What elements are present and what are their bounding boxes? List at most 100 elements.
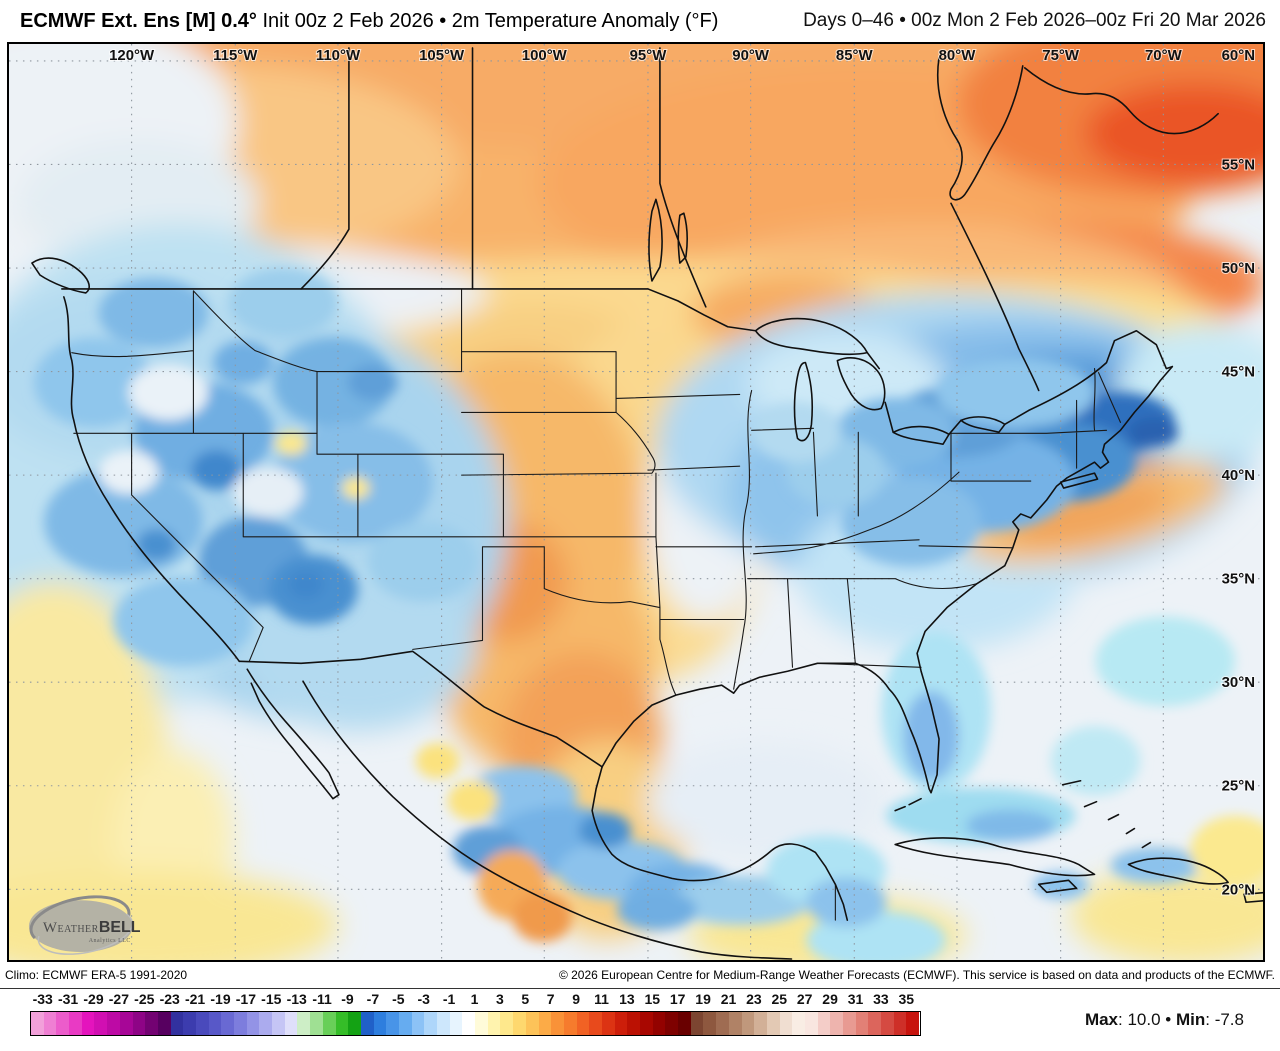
colorbar-cell <box>538 1012 552 1035</box>
lon-label: 120°W <box>109 47 155 64</box>
colorbar-cell <box>94 1012 108 1035</box>
colorbar-cell <box>754 1012 767 1035</box>
colorbar-cell <box>107 1012 120 1035</box>
colorbar-tick-label: 13 <box>619 991 635 1007</box>
max-value: : 10.0 <box>1118 1010 1161 1029</box>
min-value: : -7.8 <box>1205 1010 1244 1029</box>
colorbar-cell <box>690 1012 704 1035</box>
lon-label: 105°W <box>419 47 465 64</box>
lat-label: 50°N <box>1222 260 1255 277</box>
colorbar-cell <box>208 1012 222 1035</box>
colorbar-cell <box>525 1012 539 1035</box>
colorbar-cell <box>716 1012 729 1035</box>
lat-label: 25°N <box>1222 778 1255 795</box>
colorbar-tick-label: 21 <box>720 991 737 1007</box>
anomaly-field <box>9 44 1263 960</box>
lon-label: 115°W <box>213 47 258 64</box>
colorbar-cell <box>449 1012 463 1035</box>
colorbar-cell <box>411 1012 425 1035</box>
colorbar-cell <box>221 1012 234 1035</box>
colorbar-cell <box>272 1012 285 1035</box>
colorbar-cell <box>246 1012 260 1035</box>
colorbar-cell <box>766 1012 780 1035</box>
lon-label: 90°W <box>732 47 770 64</box>
colorbar-cell <box>804 1012 818 1035</box>
colorbar-cell <box>132 1012 146 1035</box>
colorbar-tick-label: 29 <box>822 991 838 1007</box>
lon-label: 85°W <box>836 47 874 64</box>
min-label: Min <box>1175 1010 1206 1029</box>
colorbar-tick-label: 27 <box>796 991 813 1007</box>
colorbar-tick-label: -33 <box>32 991 53 1007</box>
colorbar-cell <box>843 1012 856 1035</box>
colorbar-cell <box>893 1012 907 1035</box>
colorbar-tick-label: -11 <box>312 991 332 1007</box>
colorbar-tick-label: 31 <box>847 991 864 1007</box>
colorbar-cell <box>589 1012 602 1035</box>
colorbar-cell <box>310 1012 323 1035</box>
colorbar-cell <box>195 1012 209 1035</box>
colorbar-tick-label: 19 <box>695 991 711 1007</box>
lat-label: 60°N <box>1222 47 1255 64</box>
colorbar-cell <box>792 1012 805 1035</box>
colorbar-cell <box>627 1012 640 1035</box>
lat-label: 40°N <box>1222 467 1255 484</box>
colorbar-cell <box>868 1012 882 1035</box>
colorbar-cell <box>43 1012 57 1035</box>
colorbar-cell <box>817 1012 831 1035</box>
colorbar-tick-label: 35 <box>898 991 915 1007</box>
colorbar-cell <box>335 1012 349 1035</box>
colorbar-tick-label: 7 <box>546 991 555 1007</box>
colorbar-tick-label: -9 <box>341 991 354 1007</box>
colorbar-cell <box>855 1012 869 1035</box>
colorbar-cell <box>576 1012 590 1035</box>
lon-label: 110°W <box>316 47 361 64</box>
climo-note: Climo: ECMWF ERA-5 1991-2020 <box>5 968 188 982</box>
colorbar-cell <box>183 1012 196 1035</box>
lon-labels: 120°W 115°W 110°W 105°W 100°W 95°W 90°W … <box>108 46 1183 65</box>
colorbar-cell <box>284 1012 298 1035</box>
lon-label: 75°W <box>1042 47 1080 64</box>
colorbar-cell <box>728 1012 742 1035</box>
colorbar-cell <box>500 1012 514 1035</box>
colorbar-tick-label: -25 <box>134 991 155 1007</box>
colorbar-cell <box>881 1012 894 1035</box>
valid-range: Days 0–46 • 00z Mon 2 Feb 2026–00z Fri 2… <box>803 10 1266 31</box>
colorbar-tick-label: 17 <box>669 991 686 1007</box>
state-borders <box>71 288 1122 921</box>
map-frame: 120°W 115°W 110°W 105°W 100°W 95°W 90°W … <box>7 42 1265 962</box>
colorbar-tick-label: -29 <box>83 991 104 1007</box>
lon-label: 80°W <box>939 47 977 64</box>
colorbar-cell <box>551 1012 564 1035</box>
weatherbell-logo: WeatherBELL Analytics LLC <box>28 895 141 955</box>
lat-label: 30°N <box>1222 674 1255 691</box>
colorbar-cell <box>145 1012 158 1035</box>
colorbar-tick-label: -21 <box>184 991 206 1007</box>
colorbar-tick-label: -19 <box>210 991 231 1007</box>
colorbar-cell <box>119 1012 133 1035</box>
colorbar-cell <box>906 1012 920 1035</box>
colorbar-tick-label: -7 <box>366 991 380 1007</box>
colorbar-cell <box>462 1012 476 1035</box>
colorbar-cell <box>830 1012 843 1035</box>
colorbar-tick-label: 3 <box>495 991 504 1007</box>
colorbar-cell <box>157 1012 171 1035</box>
logo-swirl-icon <box>28 900 133 953</box>
maxmin-readout: Max: 10.0 • Min: -7.8 <box>1085 1010 1244 1030</box>
svg-text:WeatherBELL: WeatherBELL <box>43 919 141 936</box>
map-canvas: 120°W 115°W 110°W 105°W 100°W 95°W 90°W … <box>9 44 1263 960</box>
coastline <box>31 47 1263 960</box>
colorbar-cell <box>424 1012 437 1035</box>
colorbar-tick-label: 5 <box>521 991 530 1007</box>
colorbar <box>30 1011 921 1036</box>
colorbar-tick-label: 11 <box>594 991 609 1007</box>
colorbar-section: -33 -31 -29 -27 -25 -23 -21 -19 -17 -15 -13 -11 -9 -7… <box>0 990 1280 1051</box>
colorbar-cell <box>170 1012 184 1035</box>
colorbar-tick-label: -15 <box>261 991 282 1007</box>
colorbar-tick-label: -17 <box>235 991 257 1007</box>
colorbar-cell <box>81 1012 95 1035</box>
header: ECMWF Ext. Ens [M] 0.4° Init 00z 2 Feb 2… <box>0 0 1280 42</box>
colorbar-cell <box>234 1012 247 1035</box>
colorbar-cell <box>386 1012 399 1035</box>
